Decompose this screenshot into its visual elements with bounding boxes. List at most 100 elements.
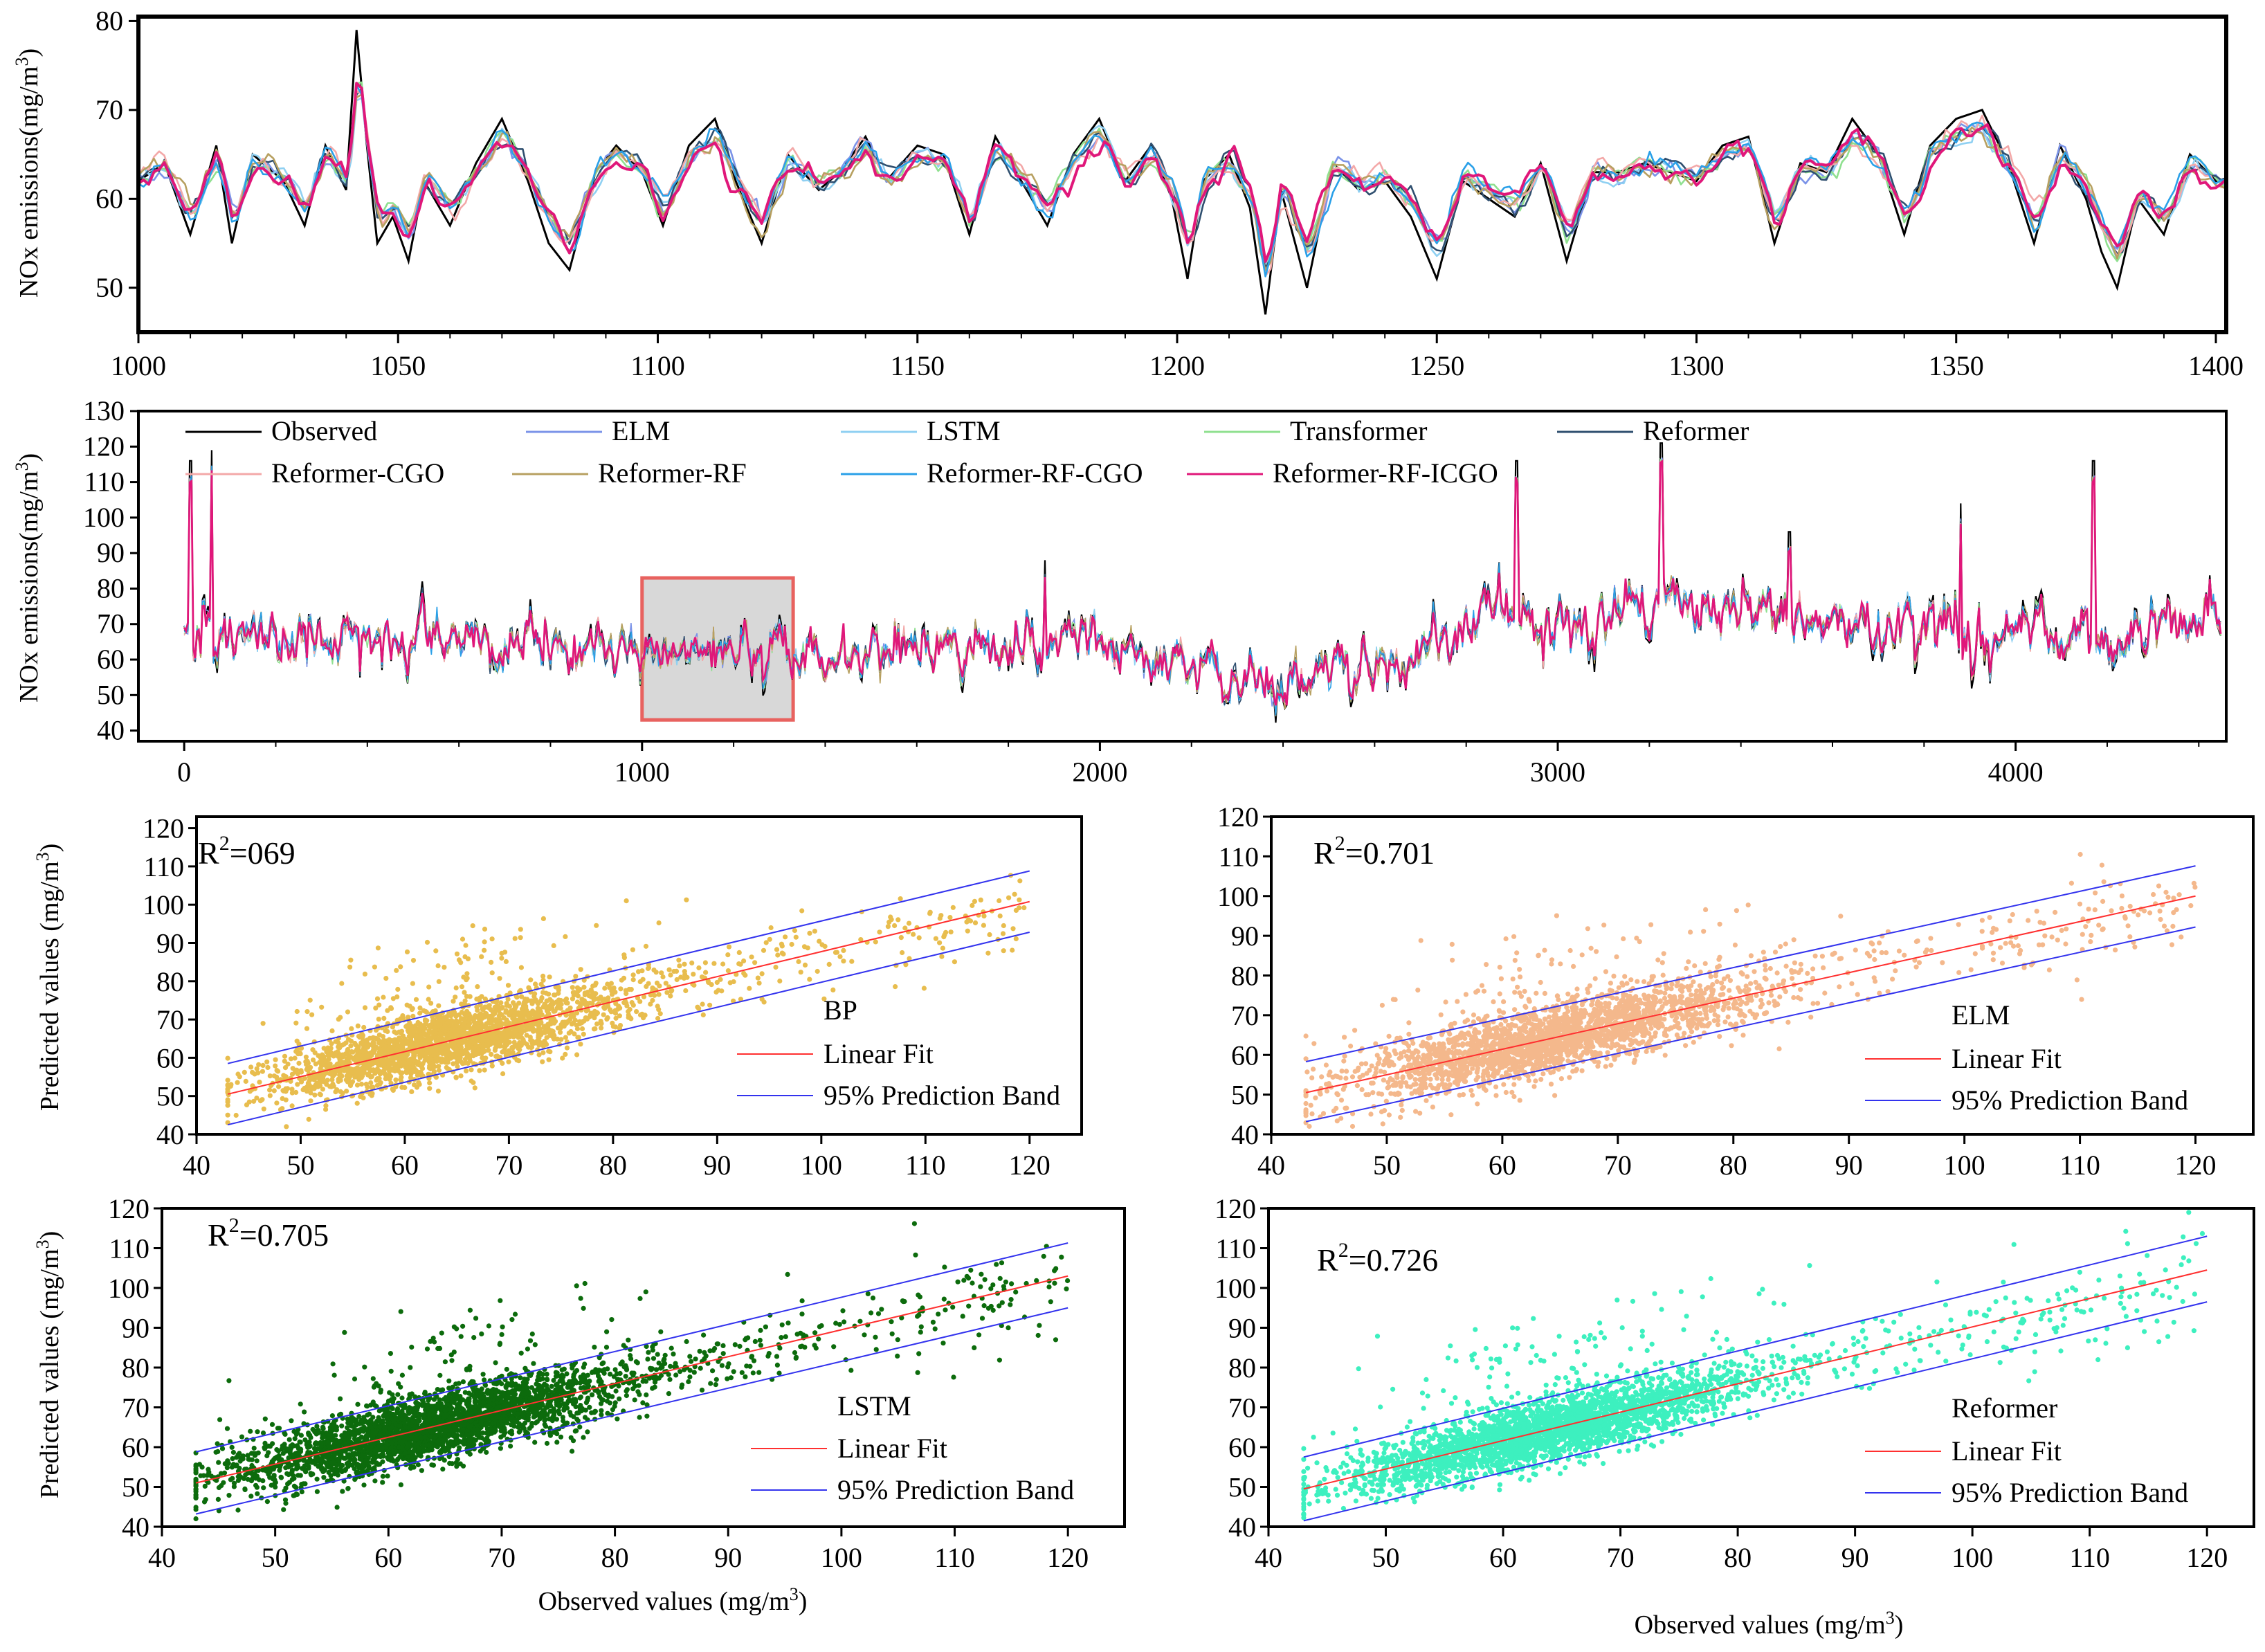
scatter-point bbox=[581, 977, 587, 983]
scatter-point bbox=[437, 1012, 443, 1017]
scatter-point bbox=[579, 1026, 585, 1032]
scatter-point bbox=[1460, 1092, 1466, 1098]
scatter-point bbox=[1430, 1105, 1435, 1110]
scatter-point bbox=[1374, 1053, 1380, 1058]
scatter-point bbox=[518, 988, 523, 993]
scatter-point bbox=[315, 1075, 320, 1080]
scatter-point bbox=[572, 1031, 577, 1037]
scatter-point bbox=[304, 1026, 310, 1031]
zoom-xtick-label: 1100 bbox=[630, 350, 685, 381]
scatter-point bbox=[320, 1087, 325, 1092]
scatter-point bbox=[1418, 938, 1423, 943]
scatter-point bbox=[792, 927, 797, 934]
scatter-point bbox=[1768, 992, 1774, 998]
scatter-point bbox=[623, 988, 629, 993]
scatter-point bbox=[406, 1060, 412, 1066]
scatter-point bbox=[1608, 980, 1613, 986]
scatter-point bbox=[341, 1068, 347, 1073]
scatter-panel-elm: 40 50 60 70 80 90 100 110 1204050607080901001101… bbox=[1217, 801, 2255, 1181]
scatter-point bbox=[1704, 1015, 1709, 1021]
scatter-point bbox=[489, 1051, 494, 1057]
scatter-point bbox=[752, 960, 758, 965]
scatter-point bbox=[1637, 939, 1642, 945]
scatter-point bbox=[273, 1063, 278, 1069]
scatter-point bbox=[383, 976, 389, 981]
scatter-point bbox=[1783, 989, 1788, 995]
scatter-point bbox=[469, 1026, 475, 1032]
scatter-point bbox=[477, 995, 482, 1001]
scatter-point bbox=[2008, 940, 2014, 945]
scatter-legend-label: 95% Prediction Band bbox=[824, 1080, 1060, 1111]
scatter-point bbox=[1617, 1029, 1622, 1035]
scatter-point bbox=[1662, 995, 1668, 1001]
scatter-point bbox=[674, 977, 680, 983]
scatter-point bbox=[451, 999, 456, 1004]
scatter-point bbox=[1350, 1111, 1356, 1116]
scatter-point bbox=[1595, 1000, 1601, 1006]
full-ytick-label: 110 bbox=[84, 466, 125, 498]
scatter-point bbox=[331, 1053, 336, 1059]
scatter-point bbox=[1805, 970, 1810, 976]
scatter-point bbox=[700, 1012, 706, 1017]
scatter-point bbox=[466, 1045, 471, 1051]
scatter-point bbox=[418, 1033, 424, 1038]
scatter-point bbox=[296, 1042, 302, 1047]
scatter-point bbox=[2169, 942, 2175, 947]
scatter-point bbox=[608, 981, 615, 986]
scatter-point bbox=[540, 916, 547, 921]
scatter-point bbox=[841, 959, 846, 964]
scatter-point bbox=[655, 1015, 661, 1022]
scatter-point bbox=[477, 1068, 482, 1073]
scatter-point bbox=[1694, 1025, 1700, 1031]
scatter-point bbox=[952, 959, 957, 965]
scatter-point bbox=[1386, 1112, 1392, 1118]
scatter-point bbox=[546, 1057, 552, 1062]
scatter-point bbox=[1704, 1023, 1710, 1028]
scatter-point bbox=[1648, 922, 1654, 927]
full-chart: NOx emissions(mg/m3) 4050607080901001101… bbox=[12, 395, 2228, 788]
scatter-point bbox=[2010, 911, 2015, 918]
scatter-point bbox=[668, 988, 674, 994]
full-xtick-label: 4000 bbox=[1988, 756, 2044, 788]
scatter-point bbox=[511, 1000, 516, 1006]
scatter-point bbox=[2086, 907, 2091, 912]
scatter-point bbox=[505, 1028, 511, 1034]
scatter-point bbox=[602, 986, 608, 991]
scatter-point bbox=[1493, 1093, 1499, 1098]
scatter-point bbox=[410, 1013, 416, 1019]
scatter-point bbox=[756, 980, 762, 986]
scatter-point bbox=[451, 1061, 456, 1066]
scatter-point bbox=[903, 962, 909, 968]
scatter-point bbox=[491, 1040, 497, 1046]
scatter-point bbox=[1531, 1084, 1537, 1089]
scatter-point bbox=[1872, 956, 1877, 963]
scatter-point bbox=[1668, 986, 1674, 992]
scatter-point bbox=[1979, 929, 1985, 934]
scatter-point bbox=[1596, 1060, 1601, 1065]
scatter-point bbox=[462, 990, 467, 995]
scatter-point bbox=[1498, 1022, 1504, 1027]
scatter-point bbox=[325, 1053, 331, 1058]
scatter-point bbox=[1772, 950, 1779, 955]
scatter-point bbox=[358, 1093, 363, 1099]
scatter-point bbox=[1750, 1011, 1756, 1017]
scatter-point bbox=[1689, 992, 1694, 998]
scatter-point bbox=[1680, 984, 1686, 990]
scatter-point bbox=[1342, 1035, 1347, 1040]
scatter-point bbox=[341, 1042, 347, 1047]
scatter-point bbox=[1556, 1007, 1561, 1013]
scatter-point bbox=[307, 997, 313, 1003]
scatter-point bbox=[1587, 983, 1592, 988]
scatter-point bbox=[1460, 1041, 1466, 1046]
scatter-point bbox=[372, 964, 378, 970]
scatter-point bbox=[574, 1052, 580, 1058]
scatter-point bbox=[639, 968, 645, 974]
scatter-point bbox=[767, 936, 772, 942]
scatter-point bbox=[1725, 974, 1731, 979]
scatter-point bbox=[543, 1002, 548, 1008]
scatter-point bbox=[284, 1086, 291, 1091]
scatter-point bbox=[329, 1028, 335, 1034]
scatter-point bbox=[399, 1075, 404, 1080]
scatter-point bbox=[1652, 988, 1657, 994]
scatter-point bbox=[493, 1046, 498, 1051]
